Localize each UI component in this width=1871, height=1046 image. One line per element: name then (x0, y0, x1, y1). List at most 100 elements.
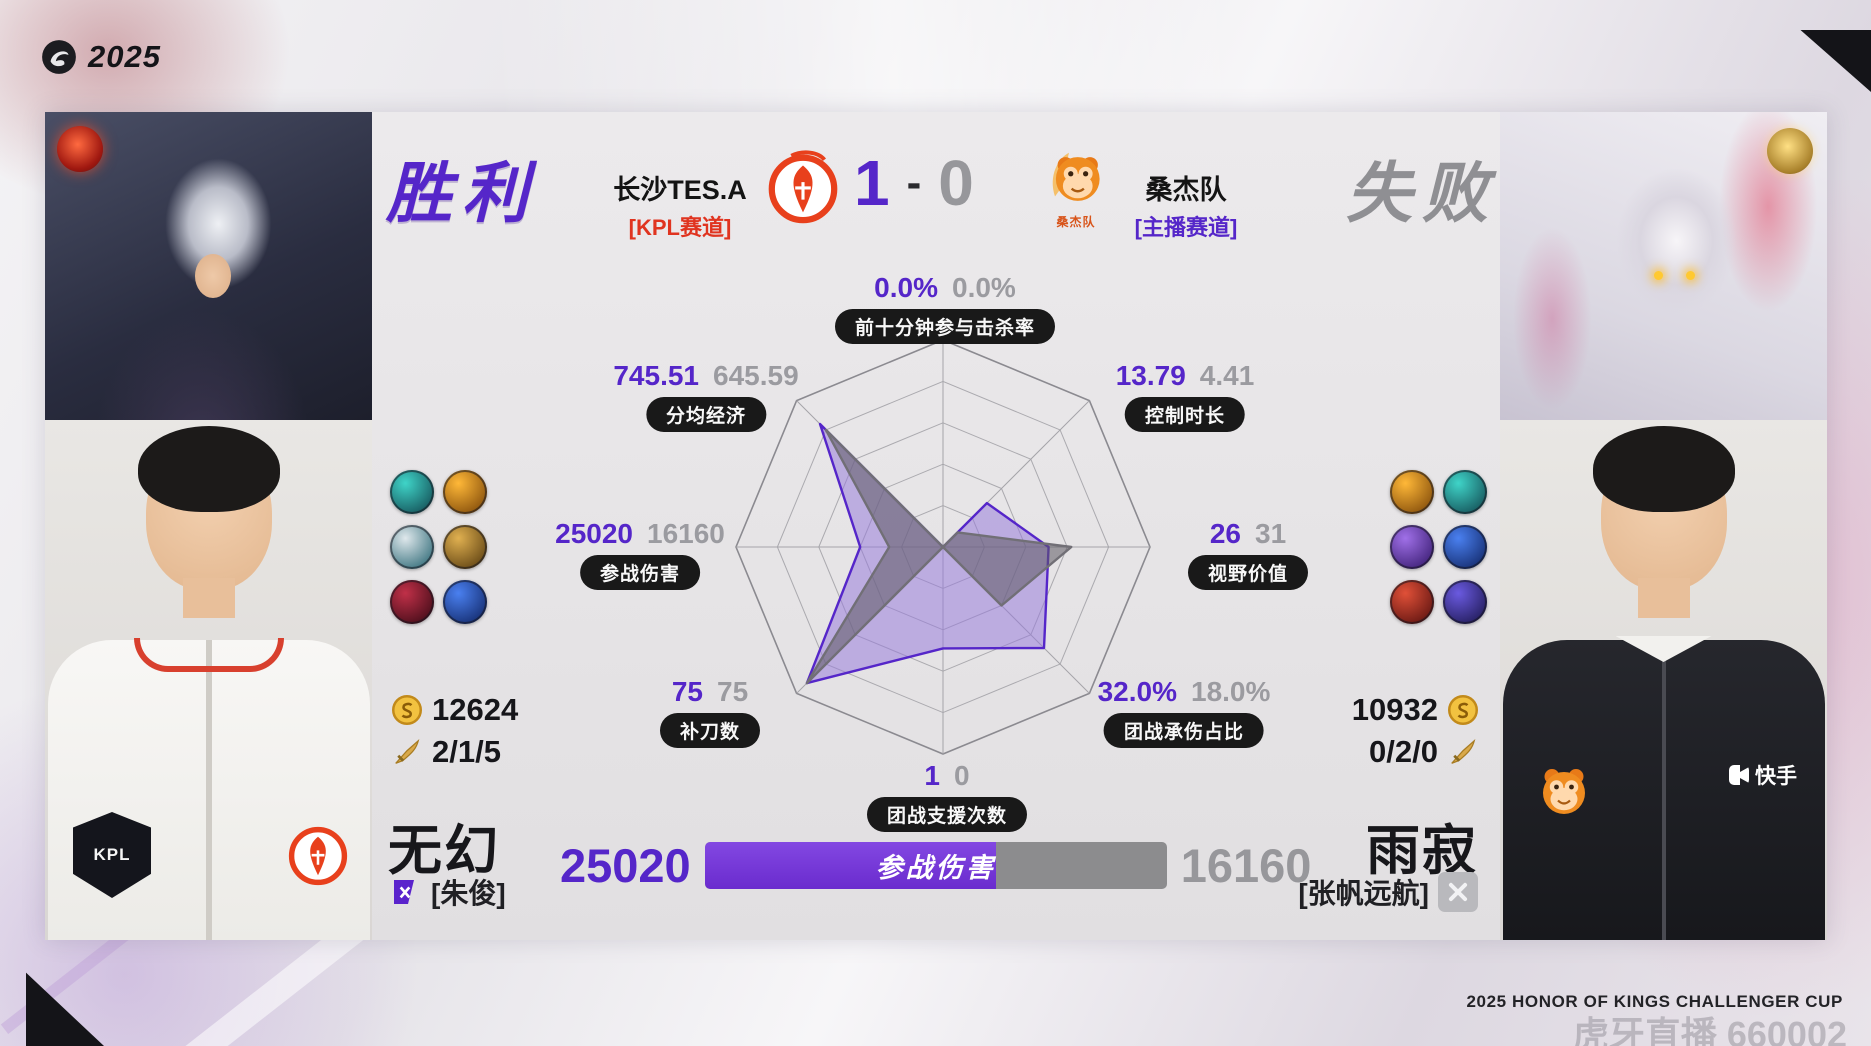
kda-value-right: 0/2/0 (1369, 734, 1438, 769)
player-name-left: 无幻 (388, 821, 500, 881)
player-name-right: 雨寂 (1366, 821, 1478, 881)
pro-league-logo-icon (394, 880, 414, 904)
gold-coin-icon (392, 695, 422, 725)
stat-loser-value: 0.0% (951, 272, 1016, 303)
kda-value-left: 2/1/5 (432, 734, 501, 769)
stat-label-pill: 参战伤害 (579, 555, 700, 590)
score-right: 0 (938, 147, 974, 219)
item-icon-purple-dagger (1390, 525, 1434, 569)
kuaishou-icon (1729, 765, 1749, 785)
event-brand: 2025 (40, 38, 161, 76)
stat-winner-value: 13.79 (1115, 360, 1186, 391)
item-icon-orange-blade (443, 470, 487, 514)
player-neck-left (182, 578, 235, 618)
item-grid-right (1390, 470, 1487, 624)
stat-winner-value: 26 (1209, 518, 1241, 549)
tes-team-logo (764, 148, 842, 226)
item-icon-red-orb (1390, 580, 1434, 624)
team-left-block: 长沙TES.A [KPL赛道] (588, 168, 772, 242)
stat-loser-value: 645.59 (713, 360, 799, 391)
stat-gold-per-min: 745.51 645.59 分均经济 (613, 360, 799, 432)
radar-chart (735, 339, 1151, 755)
portrait-right: 快手 (1500, 112, 1827, 940)
team-left-tag: [KPL赛道] (628, 215, 732, 240)
item-grid-left (390, 470, 487, 624)
player-realname-right-text: [张帆远航] (1298, 878, 1429, 909)
stat-winner-value: 0.0% (874, 272, 938, 303)
event-year: 2025 (88, 39, 161, 74)
stat-loser-value: 31 (1254, 518, 1287, 549)
player-photo-right: 快手 (1500, 420, 1827, 940)
stat-last-hits: 75 75 补刀数 (659, 676, 761, 748)
team-right-tag: [主播赛道] (1134, 215, 1238, 240)
item-icon-gold-armor (443, 525, 487, 569)
kda-dagger-icon (395, 738, 420, 764)
item-icon-blue-staff (1443, 525, 1487, 569)
stat-winner-value: 1 (924, 760, 940, 791)
tes-logo-small (286, 824, 350, 888)
stat-loser-value: 0 (953, 760, 970, 791)
event-logo-icon (42, 40, 76, 74)
stat-teamfight-damage-taken: 32.0% 18.0% 团战承伤占比 (1097, 676, 1270, 748)
player-hair-left (137, 426, 280, 512)
stat-label-pill: 分均经济 (645, 397, 766, 432)
stat-loser-value: 4.41 (1199, 360, 1255, 391)
item-icon-boots (1443, 470, 1487, 514)
damage-bar-winner (704, 842, 996, 889)
result-defeat-label: 失败 (1346, 156, 1498, 230)
kda-row-right: 0/2/0 (1369, 734, 1478, 770)
hero-face-left (195, 253, 232, 298)
item-icon-red-blade (390, 580, 434, 624)
stat-label-pill: 控制时长 (1124, 397, 1246, 432)
kuaishou-label: 快手 (1755, 765, 1797, 788)
match-score: 1 - 0 (854, 146, 974, 220)
monkey-logo-banner-text: 桑杰队 (1056, 215, 1096, 229)
rank-badge-left-icon (57, 126, 103, 172)
stat-label-pill: 团战承伤占比 (1103, 713, 1264, 748)
damage-loser-value: 16160 (1180, 839, 1312, 892)
player-realname-left: [朱俊] (390, 872, 506, 912)
stat-vision-value: 26 31 视野价值 (1187, 518, 1309, 590)
item-icon-claws (390, 525, 434, 569)
item-icon-orange-blade (1390, 470, 1434, 514)
stat-label-pill: 团战支援次数 (866, 797, 1028, 832)
stat-winner-value: 75 (671, 676, 703, 707)
score-left: 1 (854, 147, 890, 219)
score-divider: - (906, 158, 922, 207)
stat-winner-value: 745.51 (613, 360, 699, 391)
stat-kill-participation: 0.0% 0.0% 前十分钟参与击杀率 (834, 272, 1056, 344)
team-right-block: 桑杰队 [主播赛道] (1108, 168, 1264, 242)
item-icon-violet-bow (1443, 580, 1487, 624)
item-icon-blue-relic (443, 580, 487, 624)
kda-dagger-icon (1451, 738, 1476, 764)
rank-badge-right-icon (1767, 128, 1813, 174)
player-hair-right (1592, 426, 1735, 512)
stat-control-time: 13.79 4.41 控制时长 (1115, 360, 1255, 432)
damage-compare-row: 25020 参战伤害 16160 (560, 838, 1320, 893)
damage-bar: 参战伤害 (704, 842, 1167, 889)
hero-eye-icon (1653, 271, 1663, 281)
gold-value-left: 12624 (432, 692, 519, 727)
kda-row-left: 2/1/5 (392, 734, 501, 770)
kpl-logo: KPL (73, 812, 151, 898)
monkey-logo-patch (1534, 760, 1594, 820)
hero-eye-icon (1686, 271, 1696, 281)
stat-label-pill: 补刀数 (659, 713, 761, 748)
monkey-team-logo: 桑杰队 (1035, 144, 1117, 229)
player-neck-right (1637, 578, 1690, 618)
stat-winner-value: 32.0% (1097, 676, 1177, 707)
team-right-name: 桑杰队 (1145, 175, 1227, 205)
player-realname-left-text: [朱俊] (431, 878, 506, 909)
stat-loser-value: 16160 (647, 518, 725, 549)
player-photo-left: KPL (45, 420, 372, 940)
player-realname-right: [张帆远航] (1298, 872, 1478, 912)
event-footer-title: 2025 HONOR OF KINGS CHALLENGER CUP (1466, 992, 1843, 1011)
damage-bar-label: 参战伤害 (875, 853, 996, 883)
damage-winner-value: 25020 (560, 839, 691, 892)
gold-coin-icon (1448, 695, 1478, 725)
stat-label-pill: 视野价值 (1187, 555, 1309, 590)
gold-row-left: 12624 (392, 692, 518, 728)
player-jacket-left (47, 640, 370, 940)
streamer-league-logo-icon (1438, 872, 1478, 912)
